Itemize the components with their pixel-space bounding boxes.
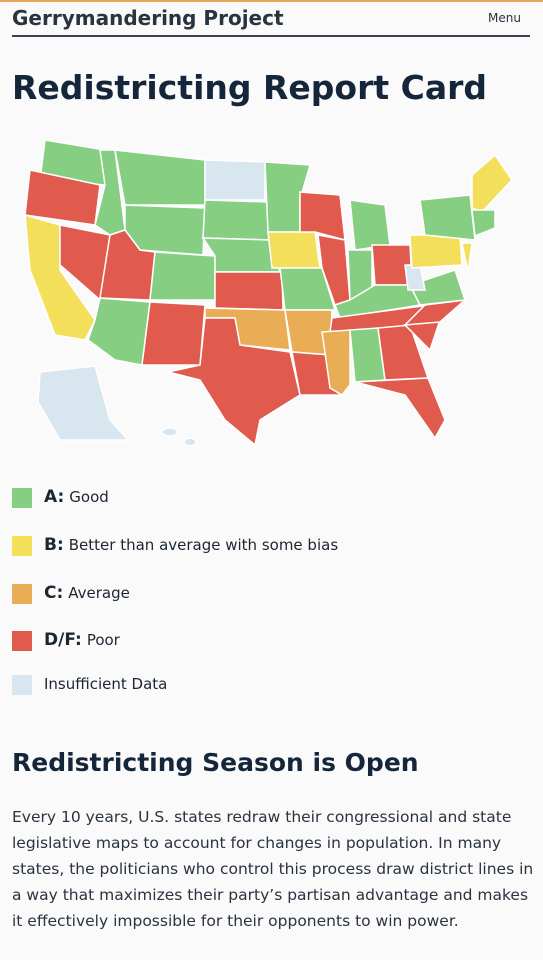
swatch [12,583,32,604]
state [349,199,391,251]
state [87,297,151,366]
brand[interactable]: Gerrymandering Project [12,6,284,30]
top-bar [0,0,543,2]
menu-button[interactable]: Menu [488,11,521,25]
state [214,271,284,311]
state [201,237,282,273]
state [183,437,197,447]
state [141,301,206,366]
state [299,191,346,242]
state [267,231,321,269]
state [149,251,216,301]
legend-item: Insufficient Data [12,673,167,695]
legend-item: B: Better than average with some bias [12,534,338,556]
state [419,194,476,241]
legend-grade: C: [44,583,64,603]
section-paragraph: Every 10 years, U.S. states redraw their… [12,808,534,930]
state [354,377,446,440]
state [471,209,496,238]
swatch [12,535,32,556]
header-rule [12,35,530,37]
section-heading: Redistricting Season is Open [12,748,419,777]
legend-label: Average [68,584,130,602]
legend-item: A: Good [12,486,109,508]
state [461,242,473,273]
state [161,427,179,437]
legend-item: D/F: Poor [12,629,120,651]
legend-grade: A: [44,487,65,507]
state [321,329,351,396]
swatch [12,487,32,508]
legend-label: Insufficient Data [44,675,168,693]
state [37,365,130,441]
state [279,267,337,311]
swatch [12,674,32,695]
state [408,269,467,306]
swatch [12,630,32,651]
state [202,199,271,241]
state [167,317,301,447]
legend-label: Better than average with some bias [68,536,339,554]
state [471,153,513,213]
legend-label: Good [69,488,109,506]
us-map [24,139,513,447]
page-title: Redistricting Report Card [12,68,487,107]
legend-grade: B: [44,535,64,555]
state [204,159,266,201]
legend-grade: D/F: [44,630,82,650]
state [114,149,206,206]
legend-label: Poor [86,631,120,649]
state [409,234,463,269]
legend-item: C: Average [12,582,130,604]
state [404,264,426,291]
